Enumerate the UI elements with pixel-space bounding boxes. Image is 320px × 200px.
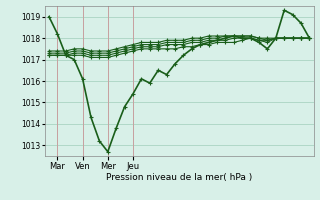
X-axis label: Pression niveau de la mer( hPa ): Pression niveau de la mer( hPa ) bbox=[106, 173, 252, 182]
